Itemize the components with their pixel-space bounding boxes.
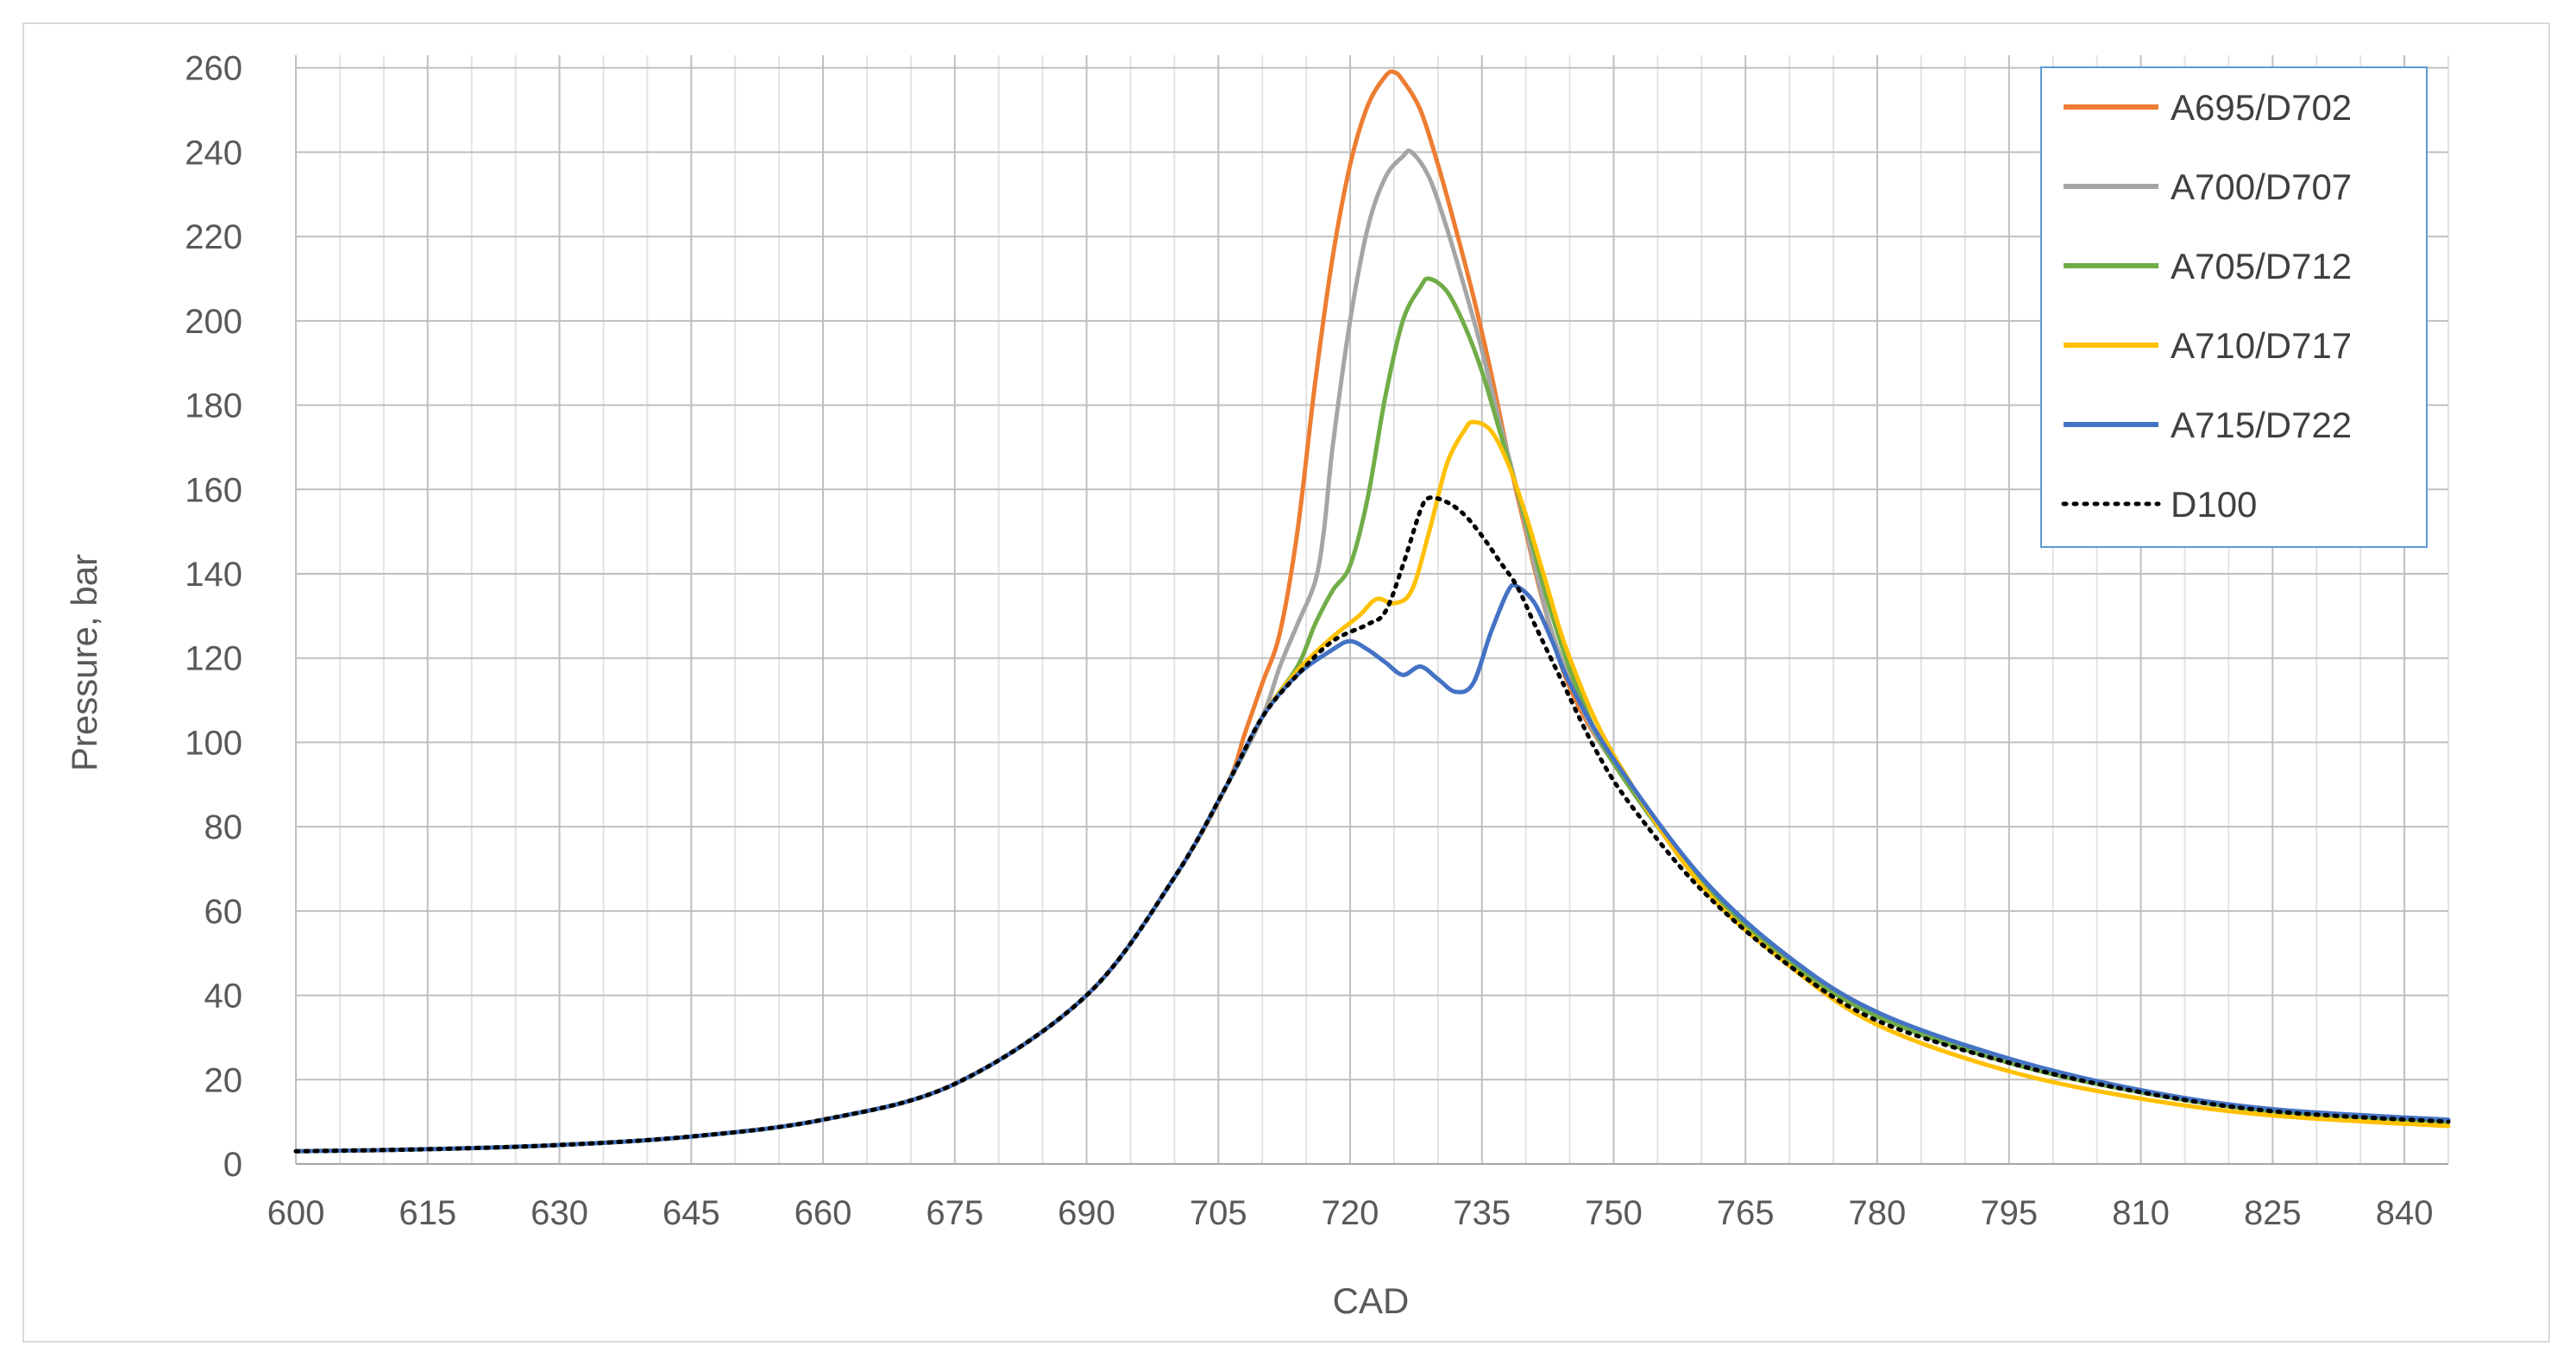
y-tick-label: 80 <box>204 808 243 846</box>
y-tick-label: 140 <box>185 556 242 594</box>
x-tick-label: 705 <box>1190 1194 1247 1232</box>
y-tick-label: 60 <box>204 893 243 931</box>
legend: A695/D702 A700/D707 A705/D712 A710/D717 A715… <box>2040 66 2428 548</box>
y-tick-label: 40 <box>204 978 243 1016</box>
y-tick-label: 220 <box>185 218 242 256</box>
x-tick-label: 780 <box>1849 1194 1907 1232</box>
x-axis-title: CAD <box>1333 1280 1410 1321</box>
x-tick-label: 600 <box>267 1194 325 1232</box>
series-line-a715-d722 <box>293 582 2451 1154</box>
x-tick-label: 615 <box>399 1194 456 1232</box>
legend-label: A705/D712 <box>2171 246 2352 286</box>
legend-label: A700/D707 <box>2171 167 2352 207</box>
y-tick-label: 180 <box>185 387 242 425</box>
y-axis-title: Pressure, bar <box>64 554 104 771</box>
x-tick-label: 630 <box>531 1194 588 1232</box>
legend-label: A695/D702 <box>2171 87 2352 128</box>
y-axis-ticks: 0 20 40 60 80 100 120 140 160 180 200 220 240 260 <box>185 50 242 1184</box>
x-tick-label: 825 <box>2244 1194 2302 1232</box>
y-tick-label: 100 <box>185 724 242 762</box>
x-tick-label: 810 <box>2112 1194 2170 1232</box>
x-tick-label: 660 <box>795 1194 852 1232</box>
y-tick-label: 260 <box>185 50 242 88</box>
x-axis-ticks: 600 615 630 645 660 675 690 705 720 735 750 765 780 7… <box>267 1194 2434 1232</box>
x-tick-label: 750 <box>1585 1194 1643 1232</box>
x-tick-label: 675 <box>926 1194 983 1232</box>
y-tick-label: 160 <box>185 471 242 509</box>
y-tick-label: 240 <box>185 134 242 172</box>
y-tick-label: 200 <box>185 303 242 341</box>
series-line-d100 <box>293 495 2451 1154</box>
series-lines <box>293 69 2451 1154</box>
y-tick-label: 20 <box>204 1061 243 1099</box>
x-tick-label: 795 <box>1980 1194 2038 1232</box>
x-tick-label: 720 <box>1322 1194 1379 1232</box>
x-tick-label: 840 <box>2376 1194 2434 1232</box>
x-tick-label: 690 <box>1058 1194 1115 1232</box>
legend-label: D100 <box>2171 484 2257 525</box>
legend-box <box>2040 66 2428 548</box>
x-tick-label: 765 <box>1717 1194 1775 1232</box>
x-tick-label: 645 <box>663 1194 720 1232</box>
legend-label: A715/D722 <box>2171 405 2352 445</box>
y-tick-label: 0 <box>223 1146 242 1184</box>
legend-label: A710/D717 <box>2171 325 2352 366</box>
x-tick-label: 735 <box>1453 1194 1511 1232</box>
y-tick-label: 120 <box>185 640 242 678</box>
